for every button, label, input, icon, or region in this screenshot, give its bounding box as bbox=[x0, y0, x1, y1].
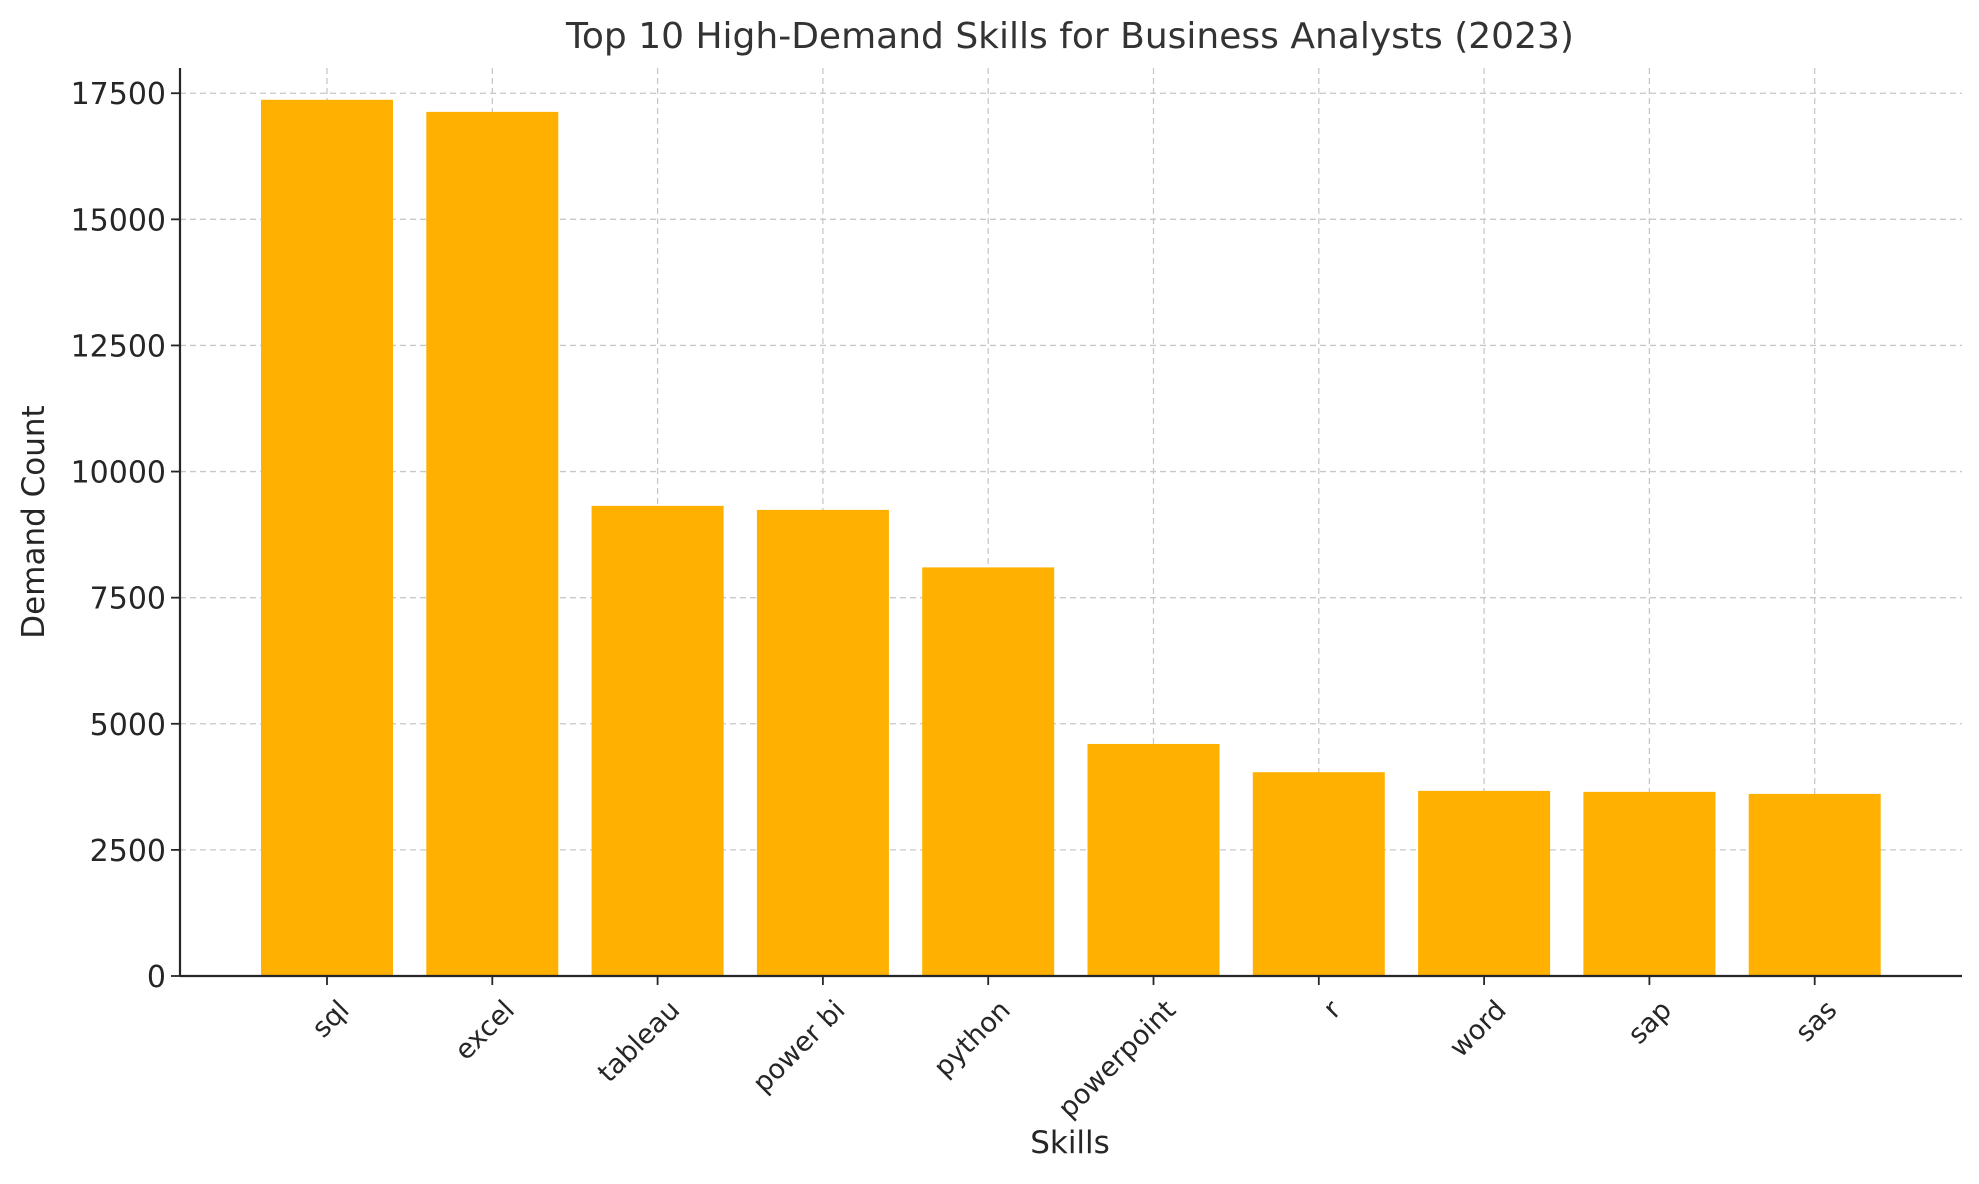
x-tick-label: excel bbox=[449, 995, 521, 1067]
x-tick-label: python bbox=[928, 995, 1017, 1084]
y-tick-label: 15000 bbox=[71, 203, 166, 238]
bar-sap bbox=[1583, 791, 1716, 976]
y-tick-label: 10000 bbox=[71, 456, 166, 491]
bar-word bbox=[1418, 790, 1551, 976]
x-tick-label: power bi bbox=[747, 995, 851, 1099]
y-tick-label: 17500 bbox=[71, 77, 166, 112]
x-tick-label: r bbox=[1318, 994, 1348, 1024]
y-axis-label: Demand Count bbox=[16, 405, 52, 638]
x-tick-label: tableau bbox=[592, 995, 686, 1089]
bar-excel bbox=[426, 111, 559, 977]
bar-powerpoint bbox=[1087, 743, 1220, 976]
y-tick-label: 12500 bbox=[71, 329, 166, 364]
bar-power-bi bbox=[756, 509, 889, 976]
x-tick-label: word bbox=[1444, 995, 1513, 1064]
chart-title: Top 10 High-Demand Skills for Business A… bbox=[565, 16, 1574, 57]
bar-python bbox=[922, 567, 1055, 976]
bar-sas bbox=[1748, 793, 1881, 976]
bars bbox=[261, 99, 1881, 977]
y-tick-label: 2500 bbox=[90, 834, 166, 869]
x-tick-label: powerpoint bbox=[1052, 995, 1182, 1125]
x-axis-label: Skills bbox=[1030, 1125, 1110, 1161]
y-tick-label: 7500 bbox=[90, 582, 166, 617]
x-tick-label: sql bbox=[306, 995, 355, 1044]
bar-tableau bbox=[591, 505, 724, 976]
x-tick-label: sap bbox=[1622, 995, 1678, 1051]
y-tick-label: 5000 bbox=[90, 708, 166, 743]
y-tick-label: 0 bbox=[147, 960, 166, 995]
bar-sql bbox=[261, 99, 393, 976]
x-tick-label: sas bbox=[1790, 995, 1844, 1049]
bar-r bbox=[1252, 772, 1385, 976]
